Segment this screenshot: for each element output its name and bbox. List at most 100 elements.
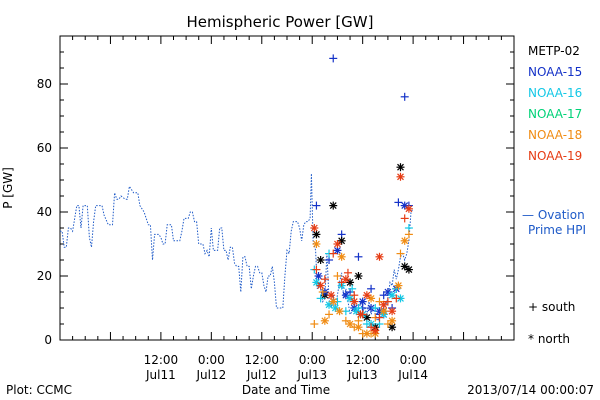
data-point-metp-02-north xyxy=(337,236,346,245)
y-tick-label: 80 xyxy=(37,77,52,91)
data-point-noaa-15-south xyxy=(400,92,409,101)
data-point-noaa-18-south xyxy=(325,310,334,319)
data-point-noaa-16-north xyxy=(331,304,340,312)
data-point-noaa-19-north xyxy=(356,310,365,319)
data-point-noaa-19-south xyxy=(392,294,401,303)
legend-entry: NOAA-19 xyxy=(528,149,582,163)
data-point-noaa-18-north xyxy=(337,252,346,261)
data-point-noaa-19-south xyxy=(337,278,346,287)
data-point-metp-02-north xyxy=(400,262,409,271)
ovation-prime-hpi-series xyxy=(60,173,414,322)
data-point-noaa-18-north xyxy=(346,320,355,328)
x-tick-date-label: Jul12 xyxy=(195,368,226,382)
footer-right: 2013/07/14 00:00:07 xyxy=(467,383,594,397)
data-point-noaa-19-north xyxy=(362,291,371,300)
data-point-noaa-19-south xyxy=(329,249,338,258)
x-axis-label: Date and Time xyxy=(242,383,330,397)
footer-left: Plot: CCMC xyxy=(6,383,72,397)
x-tick-time-label: 12:00 xyxy=(144,353,179,367)
data-point-noaa-18-south xyxy=(383,320,392,328)
data-point-noaa-15-north xyxy=(358,297,367,306)
data-point-noaa-19-south xyxy=(367,323,376,332)
data-point-noaa-18-north xyxy=(362,329,371,338)
data-point-metp-02-north xyxy=(388,323,397,332)
data-point-noaa-18-north xyxy=(388,316,397,325)
data-point-noaa-19-south xyxy=(320,275,329,284)
data-point-noaa-15-south xyxy=(367,284,376,293)
data-point-noaa-15-north xyxy=(341,291,350,300)
data-point-noaa-18-south xyxy=(318,288,327,296)
data-point-metp-02-north xyxy=(396,163,405,172)
data-point-noaa-19-north xyxy=(404,204,413,213)
data-point-noaa-15-north xyxy=(333,246,342,255)
data-point-metp-02-north xyxy=(312,230,321,239)
x-tick-date-label: Jul13 xyxy=(296,368,327,382)
data-point-noaa-16-south xyxy=(371,304,380,312)
data-point-noaa-16-north xyxy=(325,300,334,309)
data-point-metp-02-north xyxy=(329,201,338,210)
legend-entry: NOAA-16 xyxy=(528,86,582,100)
x-tick-time-label: 12:00 xyxy=(345,353,380,367)
y-tick-label: 0 xyxy=(44,333,52,347)
legend-entry: NOAA-18 xyxy=(528,128,582,142)
y-axis-label: P [GW] xyxy=(1,167,15,209)
data-point-noaa-18-south xyxy=(333,272,342,280)
x-tick-date-label: Jul14 xyxy=(397,368,428,382)
ovation-legend-line2: Prime HPI xyxy=(528,223,586,237)
data-point-noaa-15-south xyxy=(394,198,403,207)
x-tick-time-label: 0:00 xyxy=(198,353,225,367)
data-point-noaa-16-north xyxy=(346,294,355,303)
data-point-noaa-19-north xyxy=(327,291,336,300)
data-point-noaa-19-north xyxy=(375,252,384,261)
data-point-metp-02-north xyxy=(404,265,413,274)
data-point-noaa-16-north xyxy=(352,307,361,316)
data-point-noaa-19-north xyxy=(388,307,397,316)
x-tick-date-label: Jul13 xyxy=(347,368,378,382)
data-point-noaa-16-north xyxy=(312,278,321,287)
data-point-noaa-18-north xyxy=(312,240,321,248)
data-point-noaa-15-north xyxy=(400,201,409,210)
data-point-noaa-18-south xyxy=(310,320,319,328)
x-tick-time-label: 0:00 xyxy=(400,353,427,367)
data-point-noaa-18-south xyxy=(341,316,350,325)
x-tick-date-label: Jul12 xyxy=(246,368,277,382)
data-point-noaa-16-south xyxy=(348,284,357,293)
data-point-noaa-19-north xyxy=(341,275,350,284)
legend-entry: NOAA-15 xyxy=(528,65,582,79)
data-point-noaa-15-north xyxy=(314,272,323,280)
data-point-noaa-18-north xyxy=(320,316,329,325)
data-point-noaa-18-north xyxy=(354,323,363,332)
data-point-noaa-19-south xyxy=(400,214,409,223)
data-point-metp-02-north xyxy=(362,313,371,322)
data-point-noaa-19-north xyxy=(333,240,342,248)
x-tick-time-label: 0:00 xyxy=(299,353,326,367)
data-point-noaa-16-south xyxy=(316,294,325,303)
data-point-noaa-19-north xyxy=(396,172,405,181)
data-point-metp-02-north xyxy=(354,272,363,280)
plot-frame xyxy=(59,35,515,341)
data-point-noaa-18-north xyxy=(367,294,376,303)
data-point-noaa-16-north xyxy=(388,291,397,300)
data-point-noaa-19-north xyxy=(371,326,380,335)
data-point-noaa-18-south xyxy=(396,249,405,258)
data-point-noaa-18-north xyxy=(400,236,409,245)
data-point-noaa-15-south xyxy=(329,54,338,63)
data-point-noaa-15-south xyxy=(354,252,363,261)
data-point-metp-02-north xyxy=(316,256,325,264)
legend-entry: NOAA-17 xyxy=(528,107,582,121)
data-point-noaa-19-north xyxy=(379,300,388,309)
ovation-legend-line1: — Ovation xyxy=(522,208,585,222)
data-point-noaa-19-south xyxy=(312,265,321,274)
legend-entry: METP-02 xyxy=(528,44,580,58)
data-point-noaa-18-north xyxy=(329,297,338,306)
data-point-noaa-19-south xyxy=(383,297,392,306)
data-point-noaa-15-north xyxy=(383,288,392,296)
x-tick-date-label: Jul11 xyxy=(145,368,176,382)
y-tick-label: 20 xyxy=(37,269,52,283)
y-tick-label: 60 xyxy=(37,141,52,155)
data-point-noaa-15-south xyxy=(312,201,321,210)
data-point-metp-02-north xyxy=(346,278,355,287)
data-point-noaa-18-north xyxy=(335,307,344,316)
data-point-noaa-18-north xyxy=(379,307,388,316)
